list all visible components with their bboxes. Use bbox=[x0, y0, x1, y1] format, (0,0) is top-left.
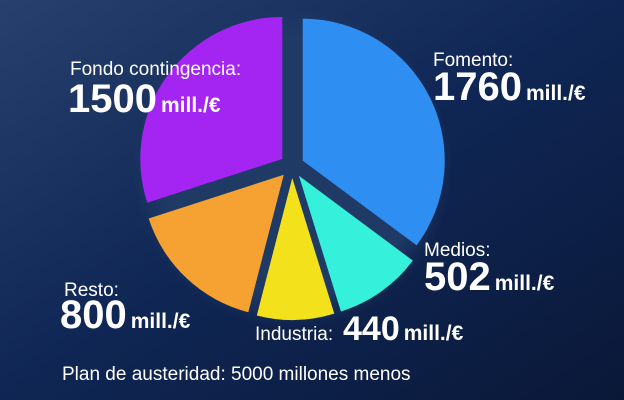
pie bbox=[140, 16, 445, 320]
value-unit: mill./€ bbox=[161, 94, 221, 117]
slice-name: Industria: bbox=[255, 324, 333, 345]
slice-value: 800 mill./€ bbox=[60, 293, 191, 337]
slice-value: 440 mill./€ bbox=[343, 310, 464, 348]
value-number: 1760 bbox=[433, 65, 522, 109]
pie-slice bbox=[298, 175, 413, 312]
pie-slice bbox=[302, 18, 445, 246]
slice-value: 502 mill./€ bbox=[424, 255, 555, 299]
value-unit: mill./€ bbox=[404, 322, 464, 345]
pie-slice bbox=[140, 16, 283, 203]
pie-slice bbox=[148, 174, 284, 313]
slice-name: Resto: bbox=[64, 280, 119, 301]
value-unit: mill./€ bbox=[526, 82, 586, 105]
value-number: 800 bbox=[60, 293, 127, 337]
caption: Plan de austeridad: 5000 millones menos bbox=[62, 364, 411, 385]
value-number: 1500 bbox=[68, 77, 157, 121]
slice-name: Fondo contingencia: bbox=[70, 59, 241, 80]
slice-value: 1500 mill./€ bbox=[68, 77, 221, 121]
value-number: 502 bbox=[424, 255, 491, 299]
slice-name: Medios: bbox=[424, 240, 491, 261]
value-unit: mill./€ bbox=[131, 310, 191, 333]
slice-value: 1760 mill./€ bbox=[433, 65, 586, 109]
pie-slice bbox=[256, 177, 335, 320]
value-number: 440 bbox=[343, 310, 400, 348]
value-unit: mill./€ bbox=[495, 272, 555, 295]
slice-name: Fomento: bbox=[433, 50, 513, 71]
